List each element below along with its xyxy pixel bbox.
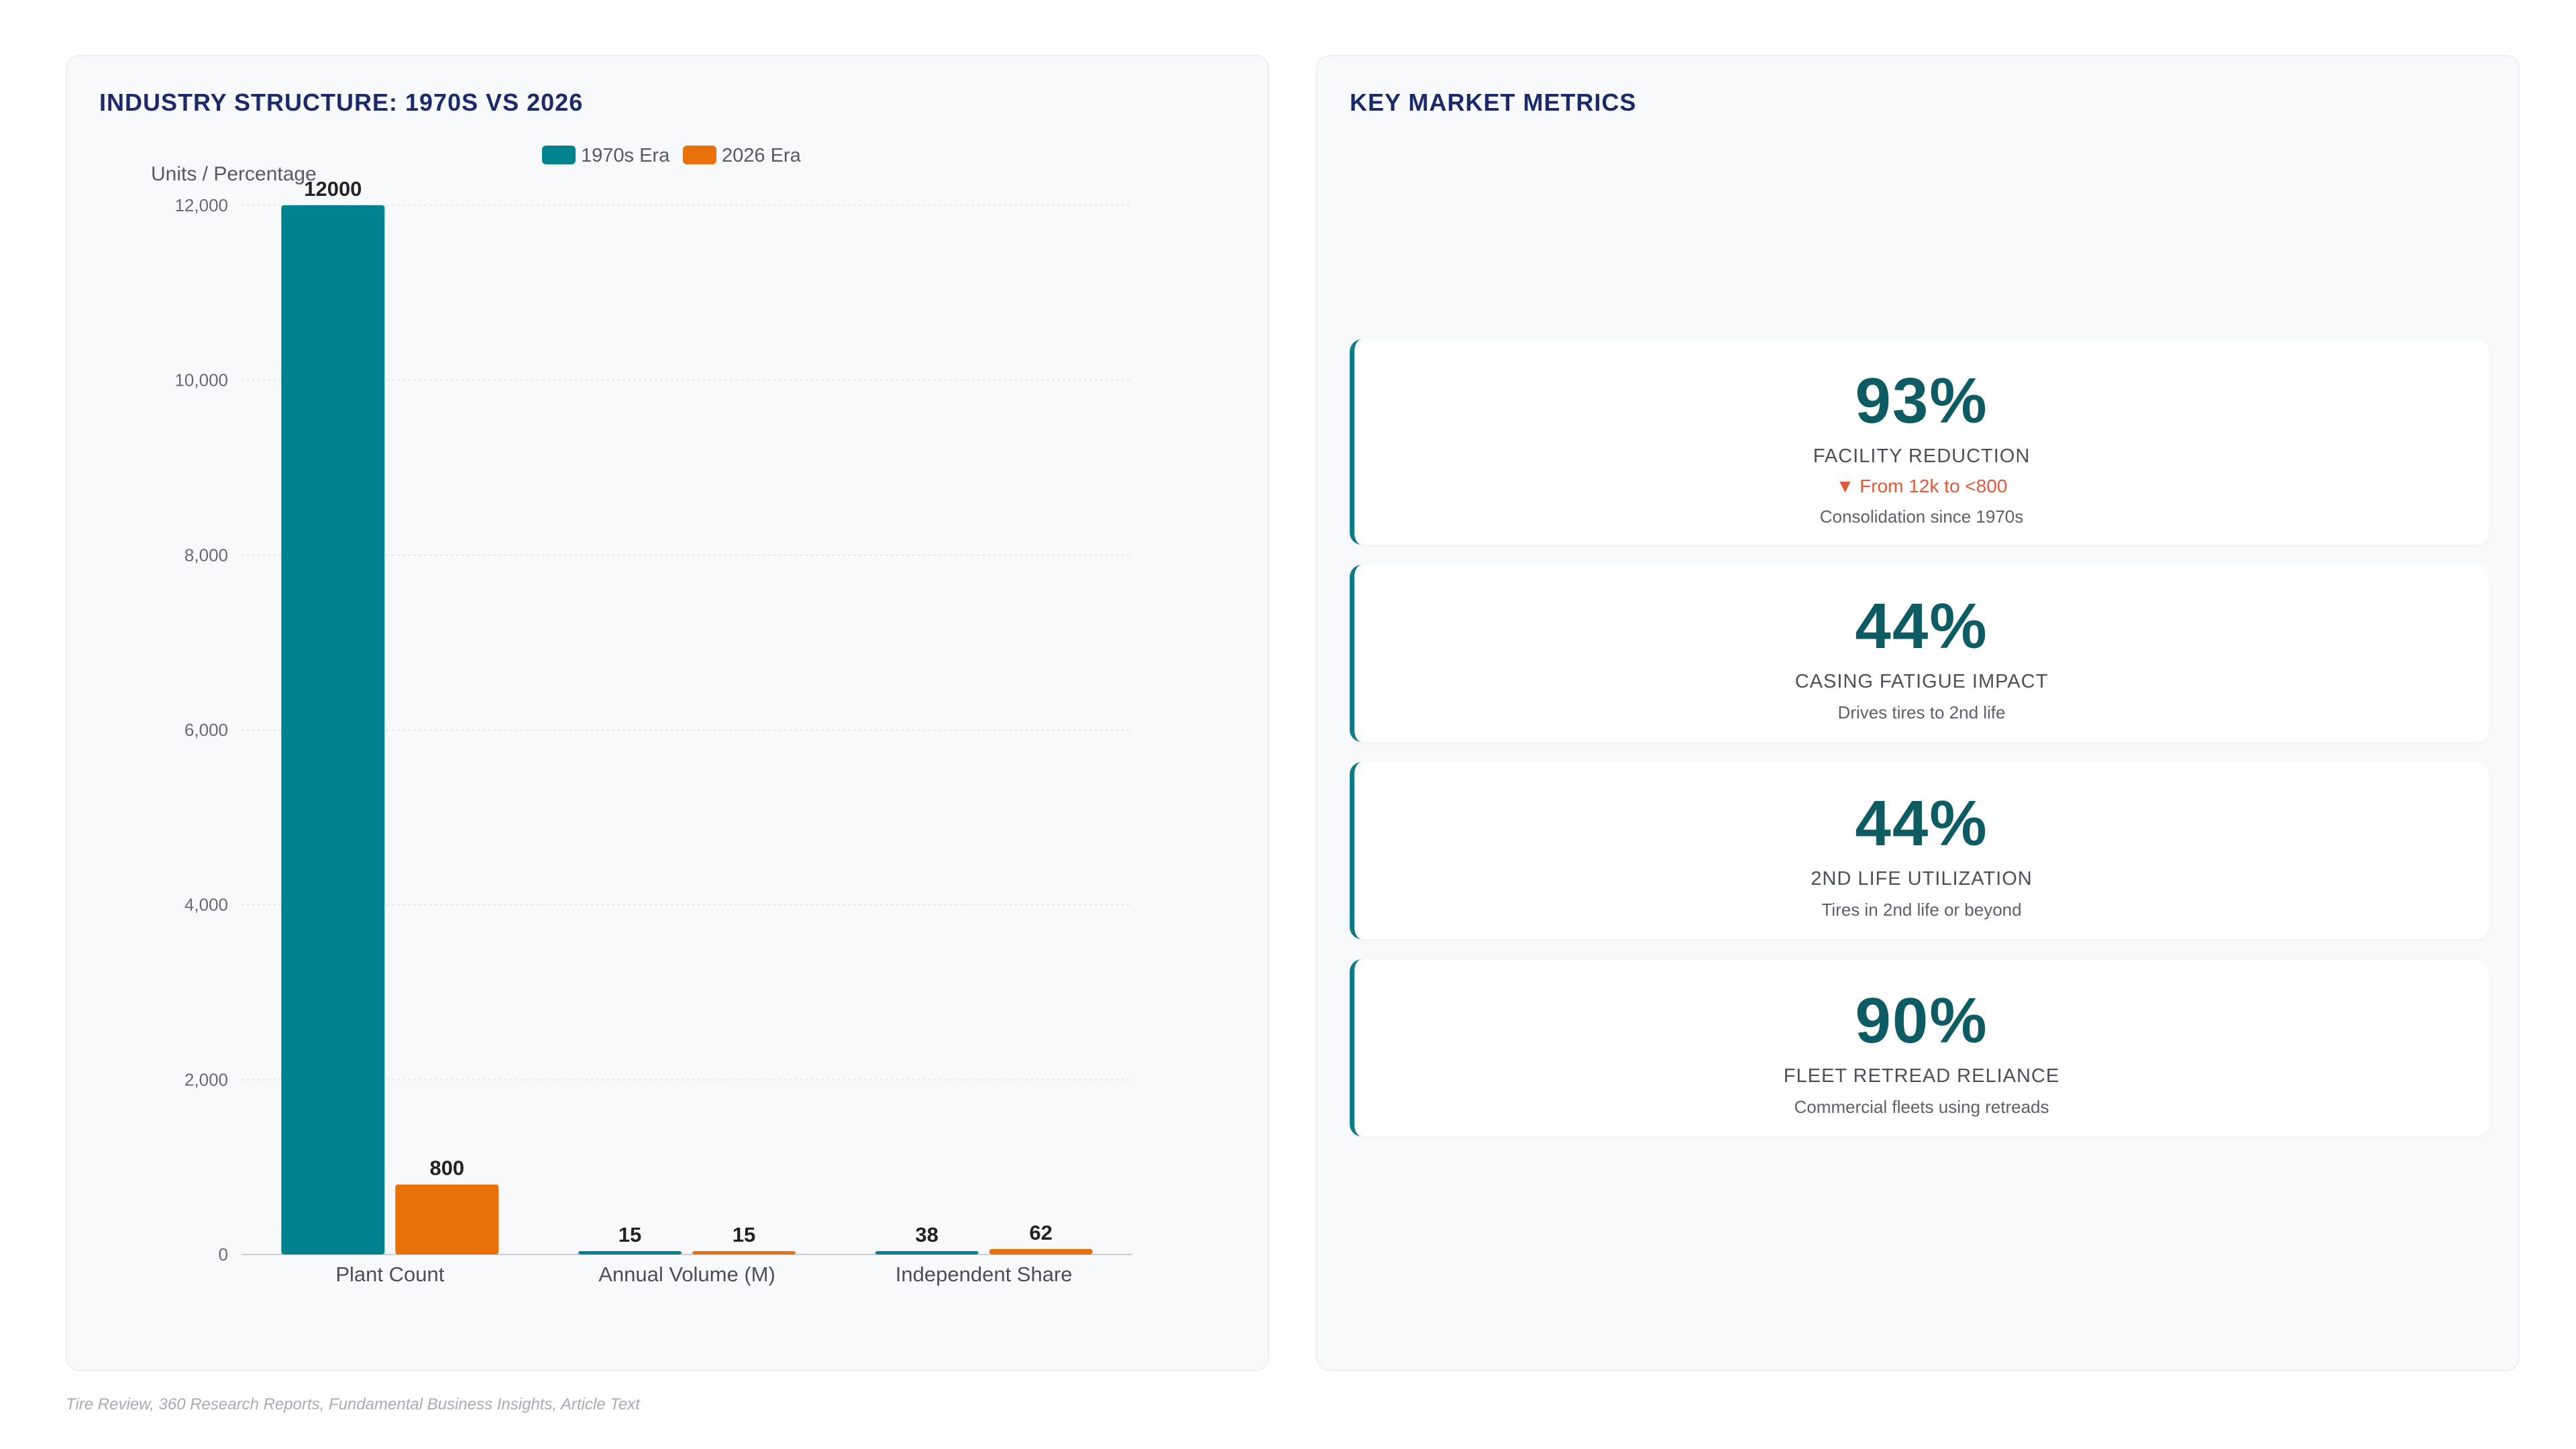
bar (989, 1248, 1093, 1254)
x-tick-label: Annual Volume (M) (598, 1263, 775, 1286)
bar (395, 1184, 499, 1254)
metric-label: 2ND LIFE UTILIZATION (1811, 868, 2033, 890)
data-label: 62 (1029, 1221, 1052, 1244)
metrics-panel: KEY MARKET METRICS 93% FACILITY REDUCTIO… (1316, 55, 2520, 1371)
data-label: 12000 (304, 177, 362, 201)
metric-card-fleet-retread: 90% FLEET RETREAD RELIANCE Commercial fl… (1350, 959, 2489, 1136)
bar (692, 1251, 796, 1254)
x-tick-label: Independent Share (896, 1263, 1073, 1286)
metric-card-facility-reduction: 93% FACILITY REDUCTION ▼ From 12k to <80… (1350, 339, 2489, 545)
bar (875, 1251, 979, 1254)
bar (578, 1251, 682, 1254)
metric-label: FLEET RETREAD RELIANCE (1783, 1065, 2060, 1087)
y-tick-label: 0 (219, 1244, 228, 1265)
metric-value: 44% (1855, 590, 1988, 662)
data-label: 38 (915, 1223, 938, 1246)
metric-value: 90% (1855, 985, 1988, 1057)
y-axis-label: Units / Percentage (151, 163, 317, 185)
metric-label: CASING FATIGUE IMPACT (1794, 671, 2049, 692)
metric-subtext: Commercial fleets using retreads (1794, 1097, 2049, 1117)
metric-subtext: Tires in 2nd life or beyond (1821, 900, 2022, 920)
metric-card-2nd-life: 44% 2ND LIFE UTILIZATION Tires in 2nd li… (1350, 762, 2489, 939)
data-label: 15 (619, 1223, 641, 1246)
metrics-title: KEY MARKET METRICS (1350, 89, 1637, 116)
legend-swatch (683, 146, 716, 164)
bar-chart: Units / Percentage 0 2,000 4,000 6,000 8,000 1… (151, 145, 1132, 1286)
chart-panel: INDUSTRY STRUCTURE: 1970S VS 2026 Units … (66, 55, 1269, 1371)
x-tick-label: Plant Count (335, 1263, 444, 1286)
y-tick-label: 12,000 (174, 195, 228, 215)
y-tick-label: 4,000 (184, 895, 228, 915)
y-tick-label: 10,000 (174, 370, 228, 390)
metric-value: 93% (1855, 365, 1988, 437)
metric-subtext: Drives tires to 2nd life (1837, 702, 2006, 722)
source-note: Tire Review, 360 Research Reports, Funda… (66, 1395, 640, 1413)
metric-card-casing-fatigue: 44% CASING FATIGUE IMPACT Drives tires t… (1350, 565, 2489, 742)
bar (281, 205, 385, 1254)
y-tick-label: 2,000 (184, 1069, 228, 1089)
y-tick-label: 6,000 (184, 720, 228, 740)
legend-label: 2026 Era (722, 145, 802, 166)
data-label: 800 (429, 1157, 464, 1180)
legend-swatch (542, 146, 576, 164)
metric-subtext: Consolidation since 1970s (1819, 506, 2024, 527)
data-label: 15 (733, 1223, 755, 1246)
metric-value: 44% (1855, 788, 1988, 859)
y-tick-label: 8,000 (184, 545, 228, 565)
legend-label: 1970s Era (581, 145, 670, 166)
metric-change: ▼ From 12k to <800 (1835, 476, 2008, 496)
chart-title: INDUSTRY STRUCTURE: 1970S VS 2026 (99, 89, 584, 116)
metric-label: FACILITY REDUCTION (1813, 445, 2031, 467)
